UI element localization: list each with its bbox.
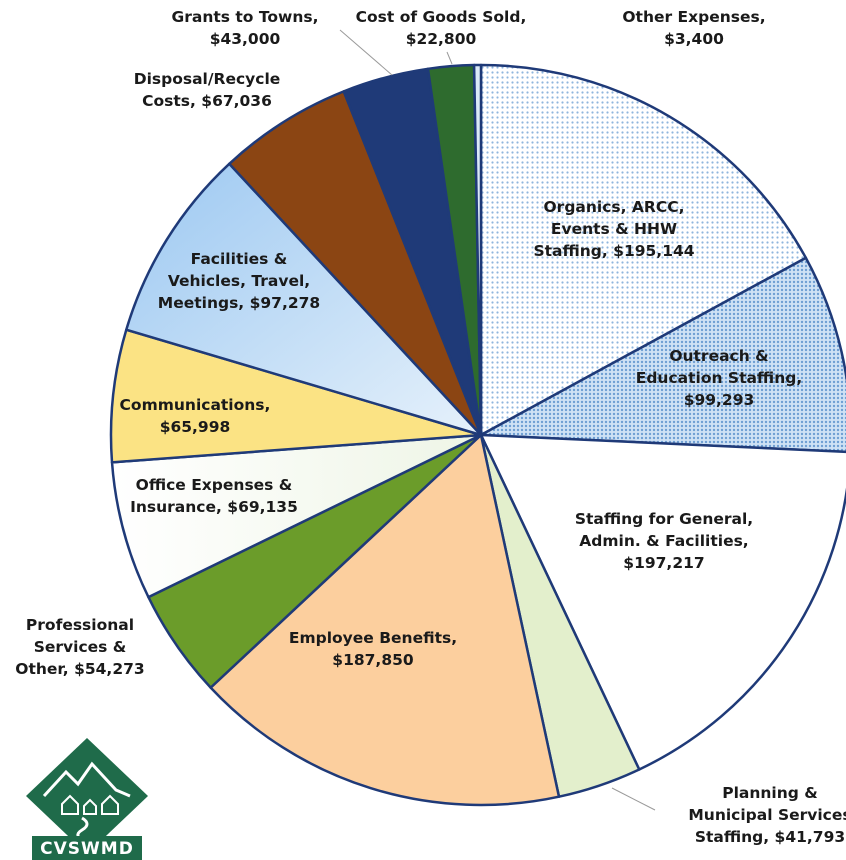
slice-label-6: Professional Services & Other, $54,273 (15, 616, 144, 678)
slice-label-line: $3,400 (664, 30, 724, 48)
slice-label-line: Staffing, $41,793 (695, 828, 845, 846)
slice-label-line: Facilities & (191, 250, 288, 268)
leader-line-4 (611, 787, 656, 811)
slice-label-line: Employee Benefits, (289, 629, 457, 647)
slice-label-11: Grants to Towns, $43,000 (172, 8, 319, 48)
pie-slice-8 (109, 328, 483, 464)
slice-label-line: Professional (26, 616, 134, 634)
slice-label-8: Communications, $65,998 (120, 396, 271, 436)
pie-slice-13 (472, 63, 483, 437)
slice-label-line: Communications, (120, 396, 271, 414)
slice-label-line: Meetings, $97,278 (158, 294, 320, 312)
pie-slice-7 (110, 433, 483, 599)
slice-label-line: Other Expenses, (622, 8, 765, 26)
pie-slice-10 (228, 90, 483, 437)
slice-label-line: $187,850 (332, 651, 414, 669)
pie-slice-1 (479, 63, 808, 437)
slice-label-line: Organics, ARCC, (544, 198, 685, 216)
slice-label-line: Costs, $67,036 (142, 92, 272, 110)
slice-label-10: Disposal/Recycle Costs, $67,036 (134, 70, 281, 110)
slice-label-line: $43,000 (210, 30, 281, 48)
logo-text: CVSWMD (40, 839, 134, 859)
logo-houses (61, 794, 119, 815)
slice-label-line: Events & HHW (551, 220, 677, 238)
slice-label-9: Facilities & Vehicles, Travel, Meetings, $… (158, 250, 320, 312)
slice-label-line: Planning & (722, 784, 818, 802)
leader-line-11 (339, 29, 393, 76)
slice-label-line: Grants to Towns, (172, 8, 319, 26)
slice-label-13: Other Expenses, $3,400 (622, 8, 765, 48)
pie-slice-9 (125, 162, 483, 437)
slice-label-line: Office Expenses & (136, 476, 293, 494)
leader-line-12 (446, 51, 453, 65)
slice-label-4: Planning & Municipal Services Staffing, $4… (688, 784, 846, 846)
slice-label-2: Outreach & Education Staffing, $99,293 (636, 347, 803, 409)
logo-banner (32, 836, 142, 860)
slice-label-12: Cost of Goods Sold, $22,800 (356, 8, 527, 48)
slice-label-line: Staffing for General, (575, 510, 753, 528)
slice-label-line: Outreach & (669, 347, 768, 365)
slice-label-line: Admin. & Facilities, (579, 532, 748, 550)
slice-label-line: $99,293 (684, 391, 755, 409)
slice-label-3: Staffing for General, Admin. & Facilities… (575, 510, 753, 572)
cvswmd-logo: CVSWMD (26, 738, 148, 860)
slice-label-line: Vehicles, Travel, (168, 272, 310, 290)
slice-label-line: Cost of Goods Sold, (356, 8, 527, 26)
slice-label-line: $22,800 (406, 30, 477, 48)
slice-label-line: $65,998 (160, 418, 231, 436)
slice-label-1: Organics, ARCC, Events & HHW Staffing, $19… (533, 198, 694, 260)
logo-diamond (26, 738, 148, 854)
slice-label-line: Education Staffing, (636, 369, 803, 387)
slice-label-line: Staffing, $195,144 (533, 242, 694, 260)
slice-label-7: Office Expenses & Insurance, $69,135 (130, 476, 298, 516)
slice-label-line: Insurance, $69,135 (130, 498, 298, 516)
slice-label-line: Municipal Services (688, 806, 846, 824)
logo-mountains (42, 761, 131, 798)
slice-label-line: $197,217 (623, 554, 704, 572)
pie-slice-2 (479, 256, 846, 454)
slice-label-line: Disposal/Recycle (134, 70, 281, 88)
slice-label-5: Employee Benefits, $187,850 (289, 629, 457, 669)
slice-label-line: Other, $54,273 (15, 660, 144, 678)
slice-label-line: Services & (34, 638, 127, 656)
pie-slice-5 (209, 433, 561, 807)
